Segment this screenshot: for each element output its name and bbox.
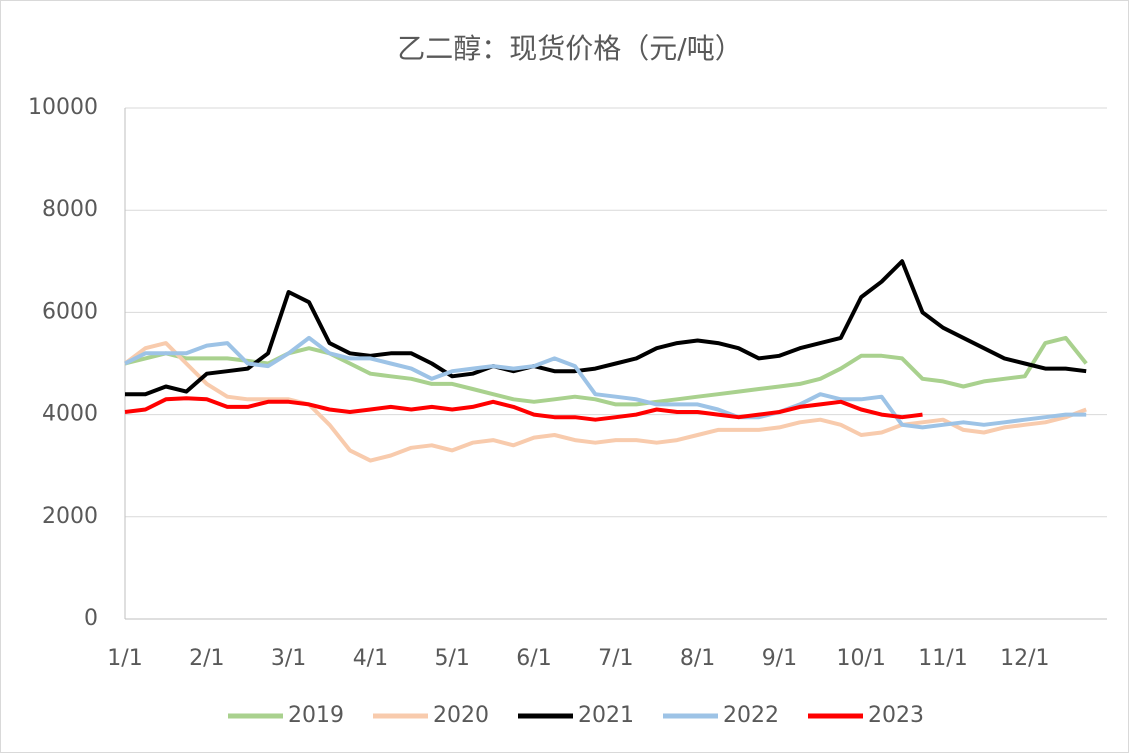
x-tick-label: 9/1: [762, 646, 797, 671]
x-tick-label: 3/1: [271, 646, 306, 671]
x-tick-label: 12/1: [1000, 646, 1049, 671]
series-line: [123, 341, 1087, 463]
x-tick-label: 11/1: [918, 646, 967, 671]
x-tick-label: 10/1: [836, 646, 885, 671]
legend-label: 2023: [868, 703, 924, 728]
legend-label: 2020: [433, 703, 489, 728]
x-tick-label: 4/1: [353, 646, 388, 671]
legend-label: 2019: [288, 703, 344, 728]
y-tick-label: 10000: [28, 95, 98, 120]
legend-label: 2022: [723, 703, 779, 728]
series-line: [124, 396, 923, 422]
x-tick-label: 8/1: [680, 646, 715, 671]
y-tick-label: 2000: [42, 504, 98, 529]
series-line: [124, 335, 1087, 430]
y-tick-label: 0: [84, 606, 98, 631]
x-tick-label: 7/1: [598, 646, 633, 671]
x-tick-label: 1/1: [107, 646, 142, 671]
chart-title: 乙二醇：现货价格（元/吨）: [397, 32, 742, 65]
y-tick-label: 6000: [42, 299, 98, 324]
legend-label: 2021: [578, 703, 634, 728]
x-tick-label: 5/1: [434, 646, 469, 671]
y-tick-label: 4000: [42, 402, 98, 427]
x-tick-label: 2/1: [189, 646, 224, 671]
series-line: [125, 259, 1087, 397]
x-tick-label: 6/1: [516, 646, 551, 671]
y-tick-label: 8000: [42, 197, 98, 222]
